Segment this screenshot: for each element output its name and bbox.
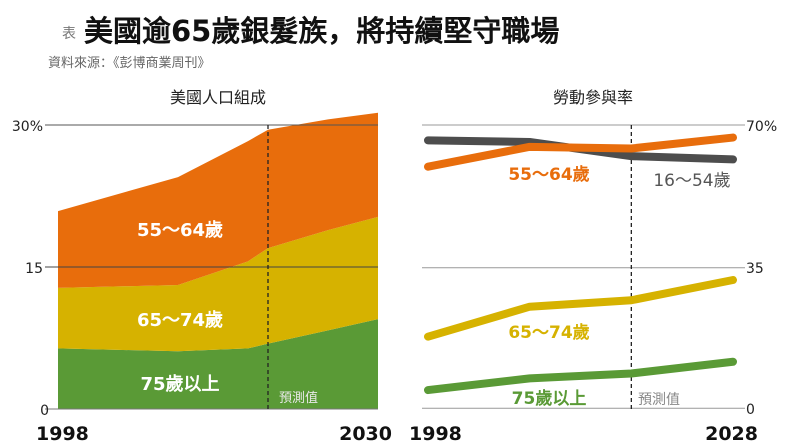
- table-prefix: 表: [62, 26, 76, 42]
- forecast-label: 預測值: [279, 390, 318, 406]
- page-title: 美國逾65歲銀髮族，將持續堅守職場: [84, 14, 559, 48]
- y-tick-label: 70%: [746, 119, 777, 135]
- y-tick-label: 35: [746, 261, 764, 277]
- series-label: 75歲以上: [512, 388, 587, 409]
- population-chart: 美國人口組成 30% 15 0 1998 2030 55～64歲 65～74歲 …: [12, 88, 392, 445]
- area-series-1: [58, 216, 378, 352]
- area-series-0: [58, 319, 378, 409]
- x-tick-label: 2030: [339, 423, 392, 445]
- y-tick-label: 0: [746, 402, 755, 418]
- series-label: 75歲以上: [140, 373, 219, 395]
- chart-title: 美國人口組成: [170, 88, 266, 107]
- source-note: 資料來源：《彭博商業周刊》: [48, 55, 211, 71]
- area-series-2: [58, 112, 378, 288]
- x-tick-label: 2028: [705, 423, 758, 445]
- series-label: 55～64歲: [137, 219, 223, 241]
- series-label: 65～74歲: [137, 309, 223, 331]
- series-label: 16～54歲: [653, 171, 730, 191]
- area-layer: [58, 112, 378, 409]
- chart-title: 勞動參與率: [553, 88, 633, 107]
- series-label: 65～74歲: [508, 322, 589, 343]
- line-series-1: [424, 133, 737, 171]
- line-series-2: [424, 276, 737, 341]
- line-series-3: [424, 357, 737, 395]
- y-tick-label: 15: [25, 261, 43, 277]
- x-tick-label: 1998: [409, 423, 462, 445]
- x-tick-label: 1998: [36, 423, 89, 445]
- series-label: 55～64歲: [508, 164, 589, 185]
- labor-participation-chart: 勞動參與率 70% 35 0 1998 2028 16～54歲 55～64歲 6…: [409, 88, 777, 445]
- line-layer: [424, 133, 737, 395]
- forecast-label: 預測值: [638, 392, 680, 408]
- y-tick-label: 0: [40, 403, 49, 419]
- y-tick-label: 30%: [12, 119, 43, 135]
